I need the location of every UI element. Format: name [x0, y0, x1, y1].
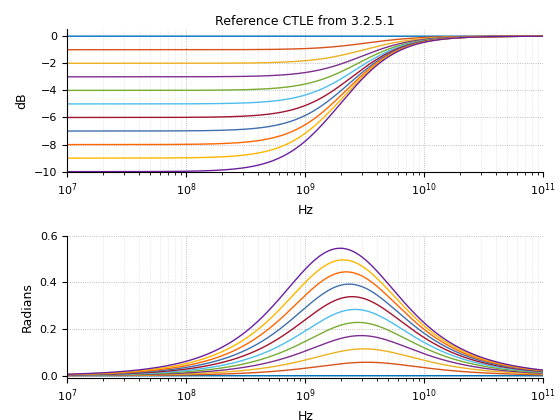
Title: Reference CTLE from 3.2.5.1: Reference CTLE from 3.2.5.1 [216, 15, 395, 28]
Y-axis label: Radians: Radians [21, 282, 34, 332]
X-axis label: Hz: Hz [297, 410, 313, 420]
X-axis label: Hz: Hz [297, 204, 313, 217]
Y-axis label: dB: dB [16, 92, 29, 109]
